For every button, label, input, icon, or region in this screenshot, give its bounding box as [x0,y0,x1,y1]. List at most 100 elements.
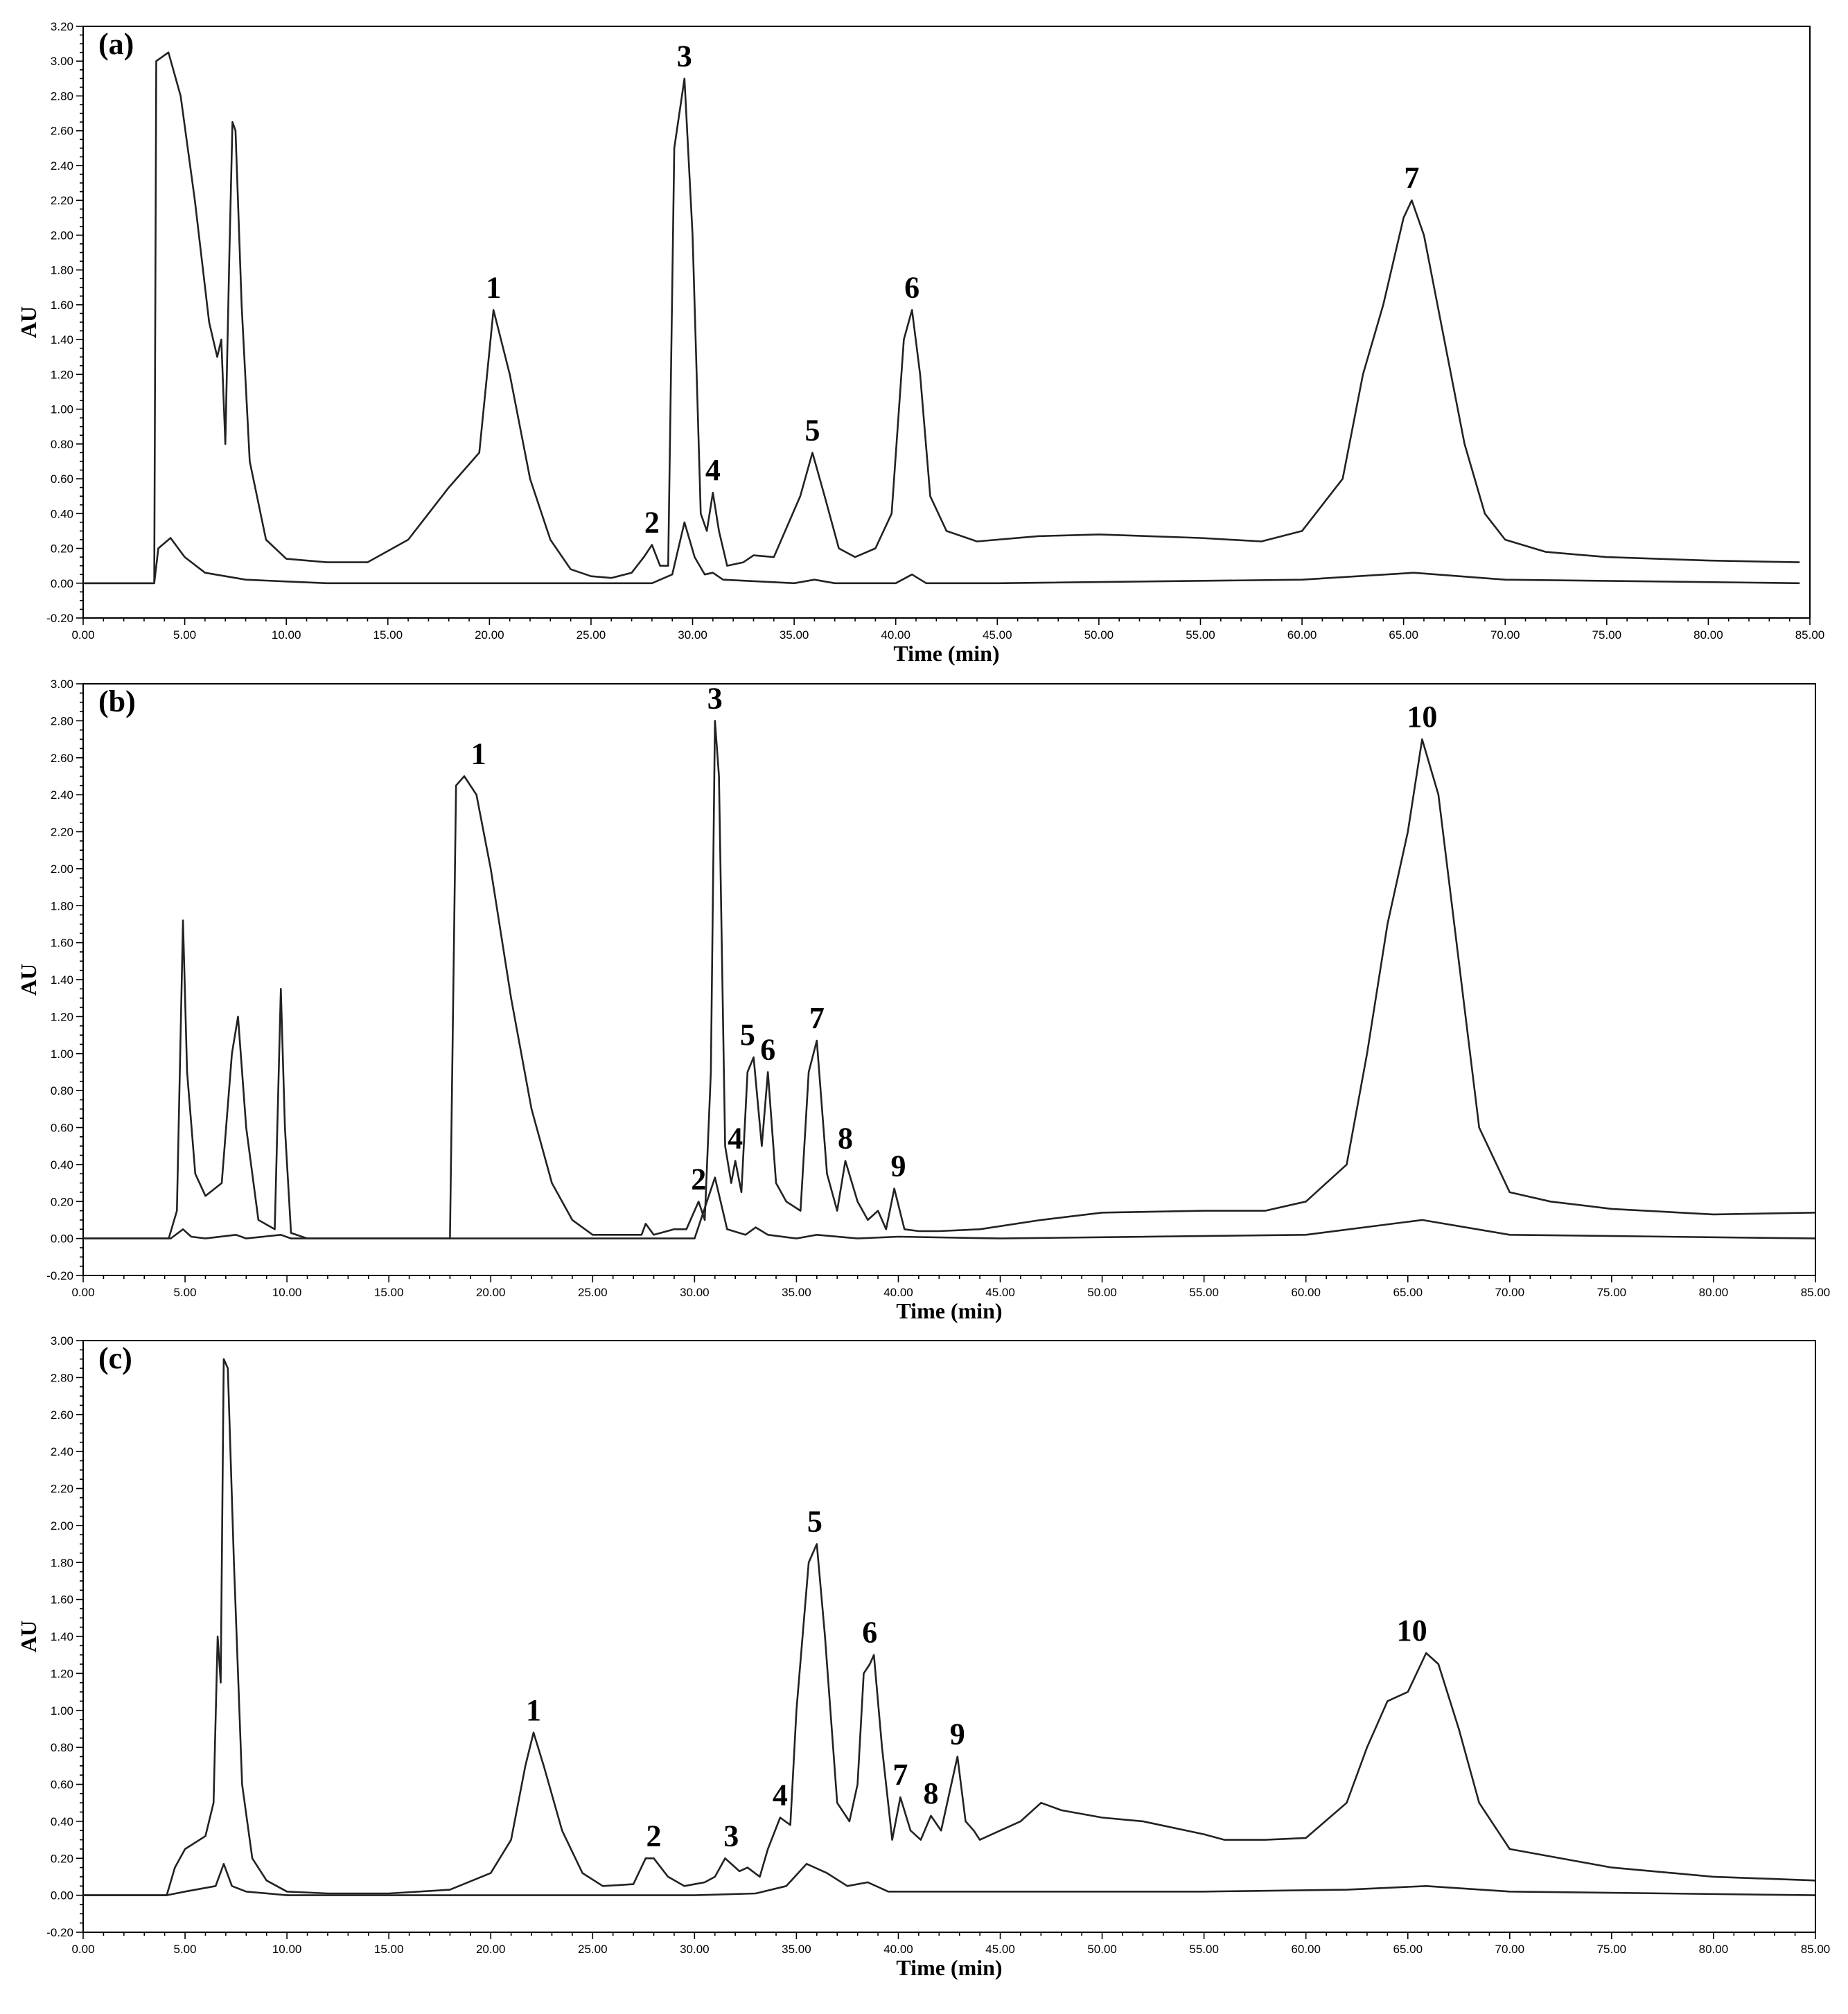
x-tick-label: 35.00 [780,628,809,642]
peak-label-8: 8 [924,1776,939,1810]
x-tick-label: 40.00 [881,628,910,642]
x-tick-label: 50.00 [1087,1943,1117,1956]
x-tick-label: 35.00 [782,1943,811,1956]
y-tick-label: 2.60 [51,125,73,138]
panel-label: (c) [98,1341,132,1375]
x-tick-label: 45.00 [985,1943,1015,1956]
y-tick-label: 2.80 [51,1371,73,1384]
peak-label-4: 4 [728,1122,743,1156]
y-tick-label: 1.20 [51,1667,73,1680]
y-tick-label: 0.00 [51,577,73,590]
x-tick-label: 80.00 [1693,628,1723,642]
y-tick-label: -0.20 [46,1926,73,1939]
x-tick-label: 5.00 [173,628,196,642]
x-tick-label: 85.00 [1795,628,1825,642]
x-tick-label: 55.00 [1189,1286,1219,1299]
peak-label-7: 7 [809,1001,825,1035]
peak-label-1: 1 [526,1693,541,1727]
peak-label-10: 10 [1407,700,1437,734]
peak-label-3: 3 [707,681,723,715]
x-tick-label: 60.00 [1287,628,1317,642]
peak-label-2: 2 [644,506,660,540]
x-tick-label: 50.00 [1087,1286,1117,1299]
y-tick-label: 0.20 [51,1195,73,1208]
x-tick-label: 50.00 [1084,628,1114,642]
y-tick-label: 1.40 [51,1630,73,1643]
y-tick-label: 0.60 [51,1122,73,1135]
plot-frame [82,683,1816,1276]
peak-label-5: 5 [805,413,820,447]
x-tick-label: 0.00 [71,1286,94,1299]
y-axis-title: AU [16,1620,41,1652]
x-tick-label: 20.00 [475,628,504,642]
x-tick-label: 25.00 [578,1943,608,1956]
y-tick-label: 2.00 [51,863,73,876]
y-tick-label: 2.40 [51,159,73,173]
y-tick-label: 0.40 [51,507,73,520]
peak-label-9: 9 [890,1149,906,1183]
y-tick-label: 1.40 [51,973,73,987]
y-tick-label: 2.40 [51,1445,73,1458]
peak-label-2: 2 [646,1819,662,1853]
y-tick-label: 2.80 [51,714,73,727]
y-tick-label: 1.60 [51,299,73,312]
y-tick-label: -0.20 [46,1269,73,1282]
x-tick-label: 5.00 [174,1286,197,1299]
y-tick-label: 3.00 [51,55,73,68]
y-tick-label: 2.80 [51,89,73,103]
peak-label-5: 5 [807,1505,822,1539]
x-tick-label: 85.00 [1801,1286,1831,1299]
x-tick-label: 10.00 [272,1286,302,1299]
y-tick-label: 2.20 [51,826,73,839]
y-tick-label: 2.60 [51,1408,73,1422]
y-tick-label: 1.80 [51,1556,73,1569]
peak-label-4: 4 [773,1778,788,1812]
y-tick-label: 3.20 [51,20,73,33]
peak-label-10: 10 [1397,1614,1427,1648]
y-tick-label: 0.80 [51,1741,73,1754]
chart-panel-1: 0.00 5.00 10.00 15.00 20.00 25.00 30.00 35.00 40… [16,20,1824,666]
x-tick-label: 45.00 [983,628,1012,642]
x-tick-label: 25.00 [577,628,606,642]
x-tick-label: 75.00 [1597,1943,1627,1956]
x-axis-title: Time (min) [893,641,999,666]
x-tick-label: 75.00 [1592,628,1622,642]
x-tick-label: 70.00 [1495,1943,1525,1956]
lower-trace-line [83,521,1800,585]
y-tick-label: 0.60 [51,1778,73,1792]
x-tick-label: 40.00 [883,1943,913,1956]
x-tick-label: 40.00 [883,1286,913,1299]
y-tick-label: 0.00 [51,1889,73,1902]
peak-label-2: 2 [691,1162,706,1196]
peak-label-6: 6 [862,1616,877,1650]
x-tick-label: 15.00 [374,1943,404,1956]
y-tick-label: 0.80 [51,1084,73,1097]
y-tick-label: 0.80 [51,438,73,451]
y-tick-label: 1.40 [51,333,73,346]
y-tick-label: 3.00 [51,678,73,691]
x-tick-label: 25.00 [578,1286,608,1299]
y-tick-label: 2.60 [51,752,73,765]
y-tick-label: 1.60 [51,937,73,950]
peak-label-5: 5 [740,1018,755,1052]
x-axis-title: Time (min) [896,1955,1002,1980]
y-tick-label: 1.20 [51,1010,73,1023]
x-tick-label: 0.00 [71,1943,94,1956]
x-axis-title: Time (min) [896,1298,1002,1323]
y-tick-label: 2.00 [51,229,73,242]
y-tick-label: 1.00 [51,1704,73,1717]
x-tick-label: 55.00 [1189,1943,1219,1956]
y-tick-label: 3.00 [51,1334,73,1348]
x-tick-label: 30.00 [680,1943,710,1956]
lower-trace-line [83,1863,1815,1896]
y-tick-label: 1.80 [51,899,73,912]
x-tick-label: 5.00 [174,1943,197,1956]
y-tick-label: 2.40 [51,788,73,802]
x-tick-label: 80.00 [1699,1943,1729,1956]
peak-label-1: 1 [471,736,486,770]
x-tick-label: 20.00 [476,1286,506,1299]
y-axis-title: AU [16,964,41,996]
x-tick-label: 45.00 [985,1286,1015,1299]
chart-panel-2: 0.00 5.00 10.00 15.00 20.00 25.00 30.00 35.00 40… [16,678,1830,1323]
